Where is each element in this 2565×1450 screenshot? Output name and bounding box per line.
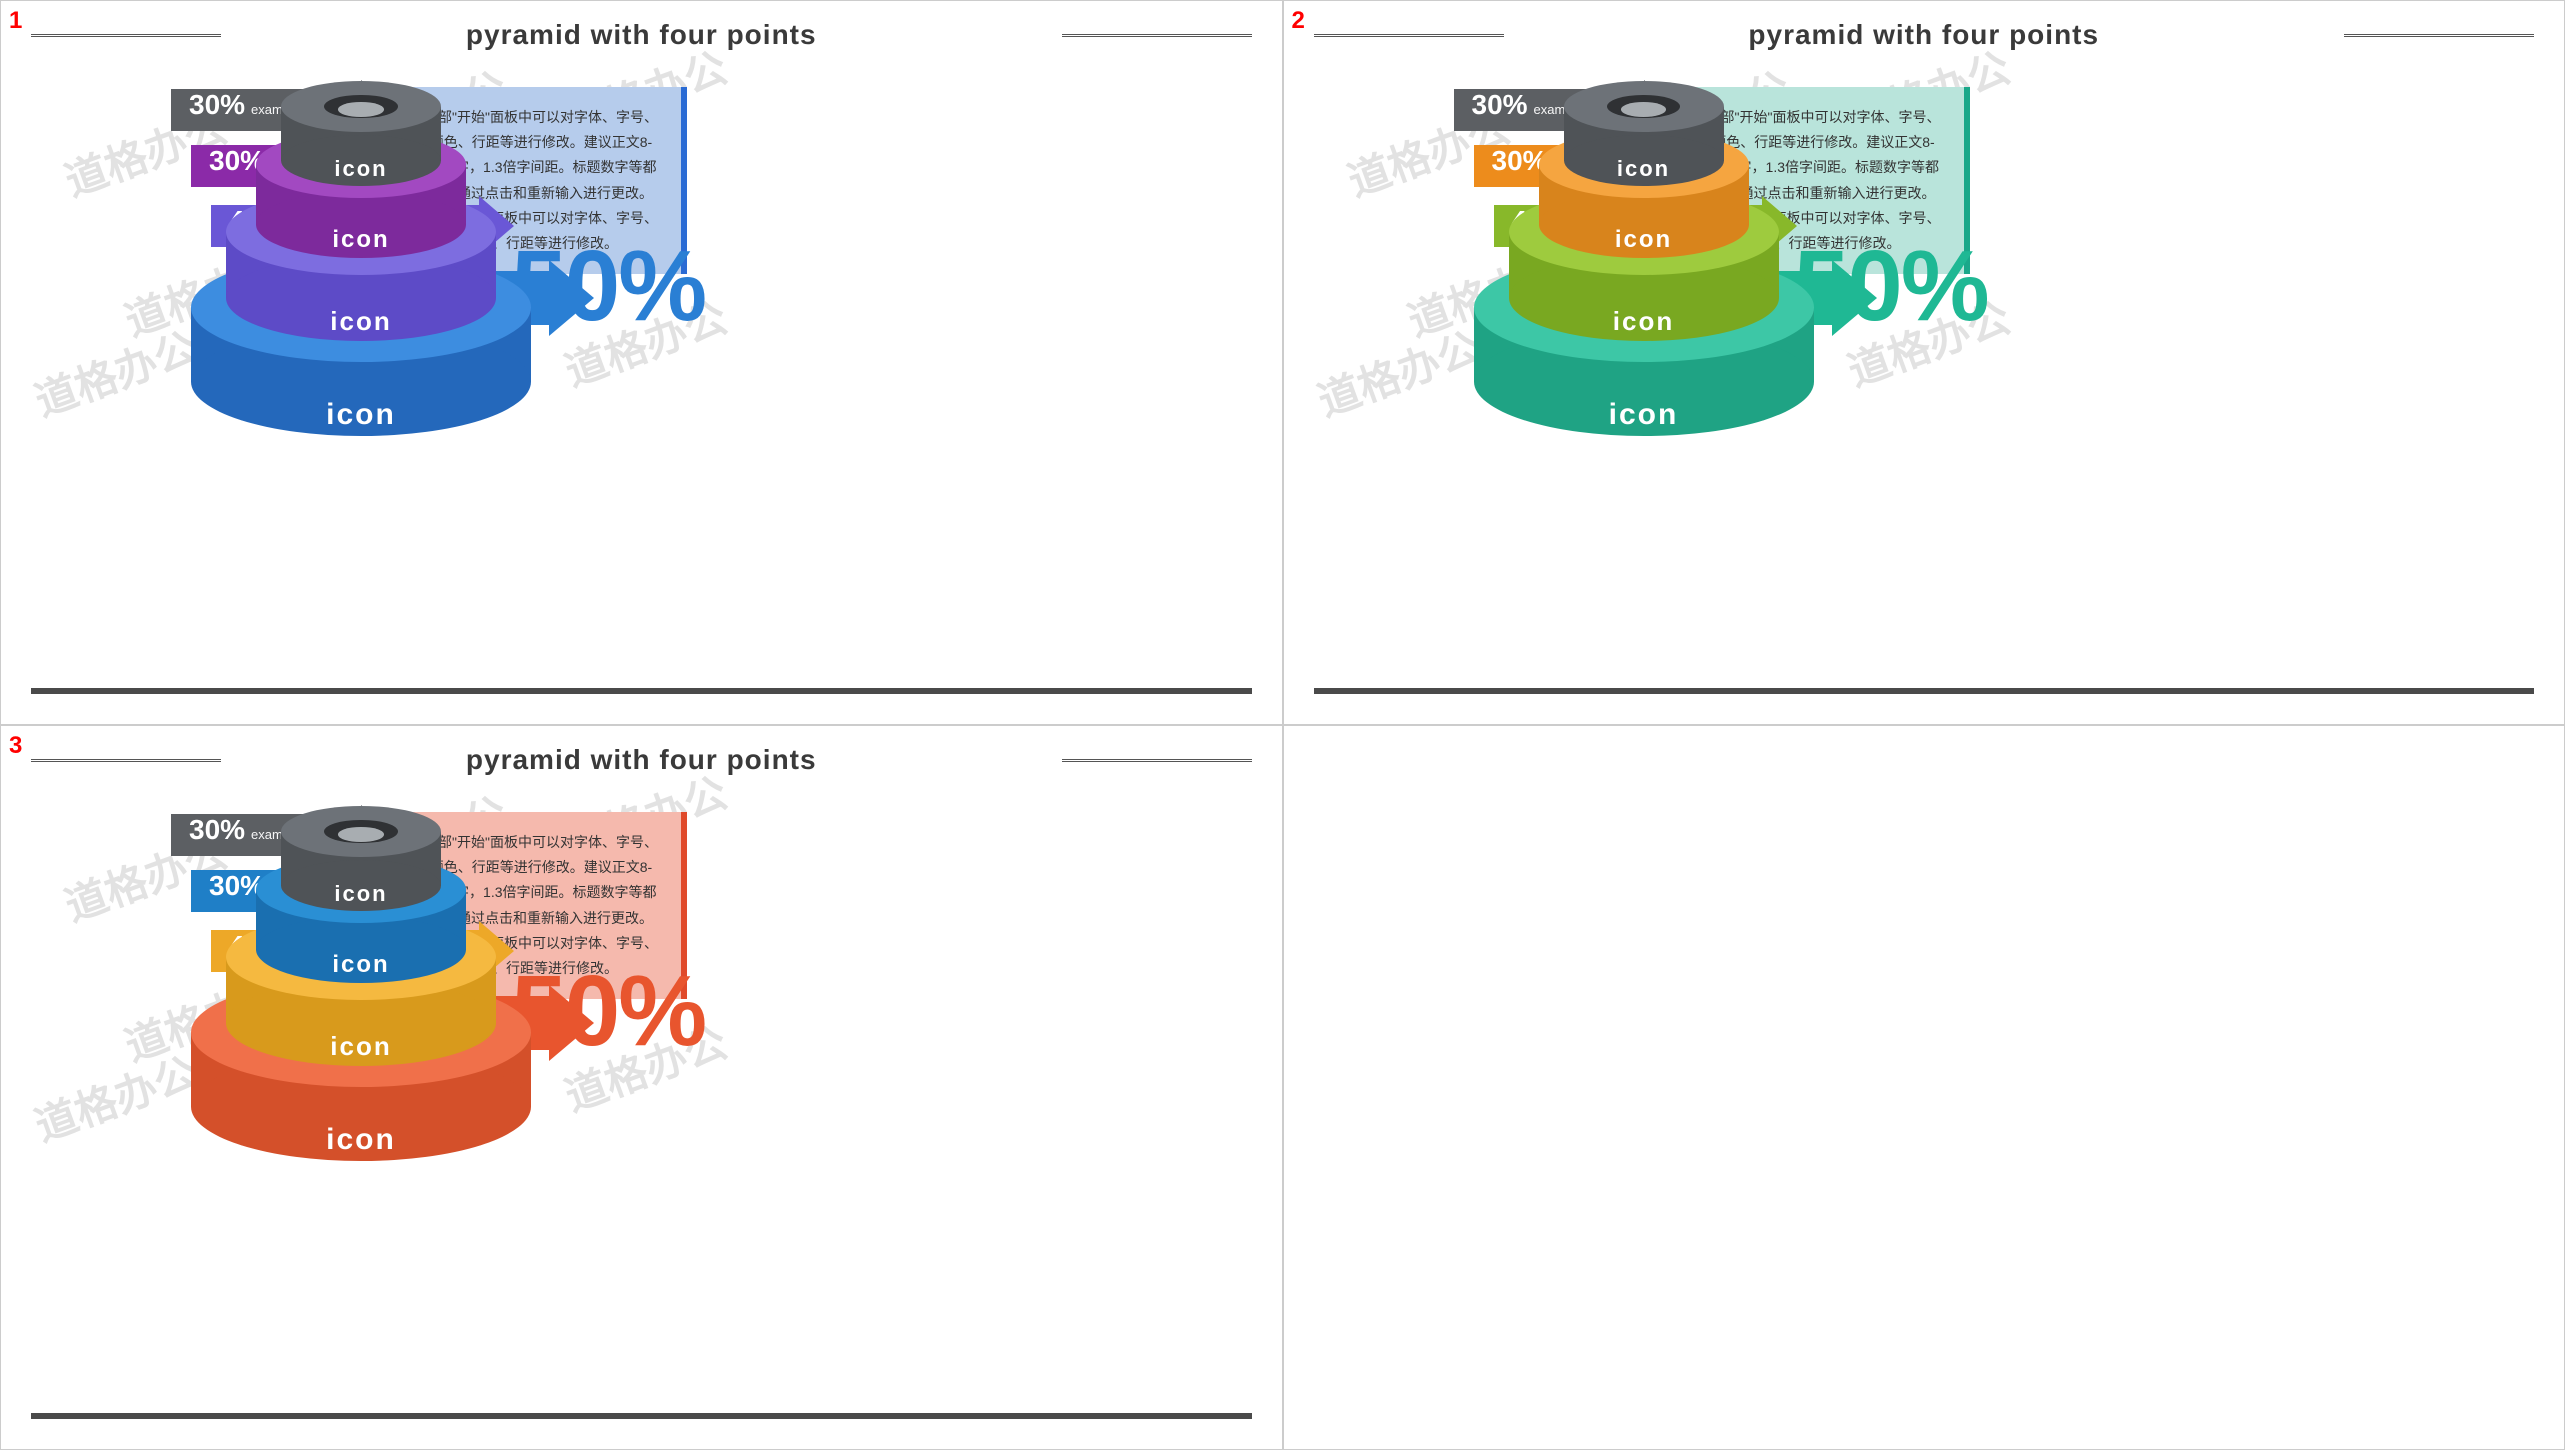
pyramid-layer-1: icon (1564, 81, 1724, 186)
slide-cell-3: 3pyramid with four points道格办公道格办公道格办公道格办… (0, 725, 1283, 1450)
layer-label: icon (332, 226, 389, 254)
layer-label: icon (330, 1031, 391, 1062)
slide-cell-1: 1pyramid with four points道格办公道格办公道格办公道格办… (0, 0, 1283, 725)
rule-bottom (1314, 688, 2535, 694)
slide-title: pyramid with four points (1, 744, 1282, 776)
layer-label: icon (334, 156, 387, 182)
slide-number: 1 (9, 7, 22, 35)
cylinder-hole-inner (1621, 102, 1667, 117)
slide-cell-4 (1283, 725, 2565, 1450)
layer-label: icon (1617, 156, 1670, 182)
rule-bottom (31, 1413, 1252, 1419)
slide-number: 2 (1292, 7, 1305, 35)
arrow-head-icon (549, 985, 594, 1061)
layer-label: icon (330, 306, 391, 337)
arrow-percent: 30% (1472, 89, 1528, 121)
pyramid-layer-1: icon (281, 81, 441, 186)
layer-label: icon (334, 881, 387, 907)
cylinder-hole-inner (338, 102, 384, 117)
slide-number: 3 (9, 732, 22, 760)
layer-label: icon (326, 398, 396, 432)
arrow-head-icon (1832, 260, 1877, 336)
arrow-head-icon (549, 260, 594, 336)
rule-bottom (31, 688, 1252, 694)
slide-title: pyramid with four points (1284, 19, 2565, 51)
layer-label: icon (1615, 226, 1672, 254)
cylinder-hole-inner (338, 827, 384, 842)
slide-title: pyramid with four points (1, 19, 1282, 51)
arrow-percent: 30% (189, 89, 245, 121)
arrow-percent: 30% (189, 814, 245, 846)
slide-cell-2: 2pyramid with four points道格办公道格办公道格办公道格办… (1283, 0, 2565, 725)
layer-label: icon (1609, 398, 1679, 432)
layer-label: icon (332, 951, 389, 979)
layer-label: icon (1613, 306, 1674, 337)
pyramid-layer-1: icon (281, 806, 441, 911)
layer-label: icon (326, 1123, 396, 1157)
